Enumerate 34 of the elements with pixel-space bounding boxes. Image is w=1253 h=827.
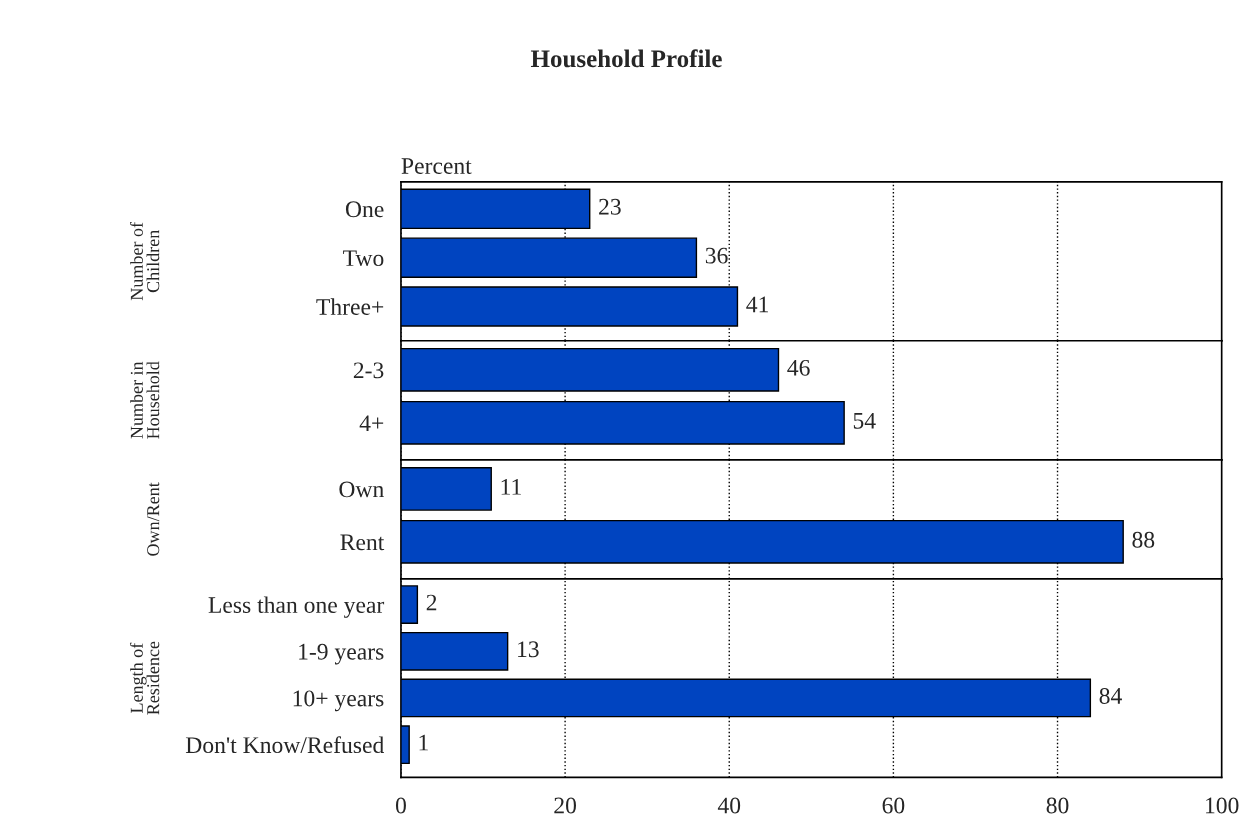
- data-label: 41: [746, 296, 768, 313]
- x-tick-label: 40: [717, 797, 741, 814]
- y-tick-label: Don't Know/Refused: [185, 736, 384, 754]
- data-label: 1: [419, 734, 428, 751]
- y-tick-label: 10+ years: [293, 690, 384, 712]
- y-tick-label: Own: [339, 481, 384, 498]
- y-tick-label: 4+: [359, 415, 384, 431]
- y-tick-label: Less than one year: [208, 596, 385, 618]
- x-tick-label: 80: [1046, 797, 1069, 814]
- x-tick-label: 0: [395, 797, 406, 814]
- data-label: 84: [1099, 687, 1122, 704]
- y-tick-label: Three+: [316, 298, 384, 315]
- x-tick-label: 60: [882, 797, 905, 814]
- y-tick-label: 2-3: [353, 362, 384, 379]
- data-label: 46: [787, 359, 810, 376]
- data-label: 2: [426, 594, 437, 611]
- data-label: 88: [1132, 531, 1155, 548]
- y-axis-title: Number in Household: [130, 361, 160, 439]
- data-label: 54: [853, 412, 876, 429]
- y-axis-title: Own/Rent: [147, 482, 160, 556]
- y-tick-label: One: [345, 201, 384, 218]
- y-tick-label: Rent: [340, 534, 385, 551]
- y-tick-label: 1-9 years: [299, 643, 384, 665]
- data-label: 36: [705, 247, 728, 264]
- x-tick-label: 100: [1206, 797, 1239, 814]
- chart-title: Household Profile: [530, 49, 722, 68]
- chart-subtitle: Percent: [401, 158, 472, 174]
- data-label: 23: [599, 198, 621, 215]
- y-tick-label: Two: [343, 250, 384, 267]
- data-label: 11: [501, 479, 521, 495]
- data-label: 13: [518, 641, 539, 658]
- x-tick-label: 20: [554, 797, 577, 814]
- y-axis-title: Number of Children: [130, 221, 160, 301]
- y-axis-title: Length of Residence: [129, 641, 160, 715]
